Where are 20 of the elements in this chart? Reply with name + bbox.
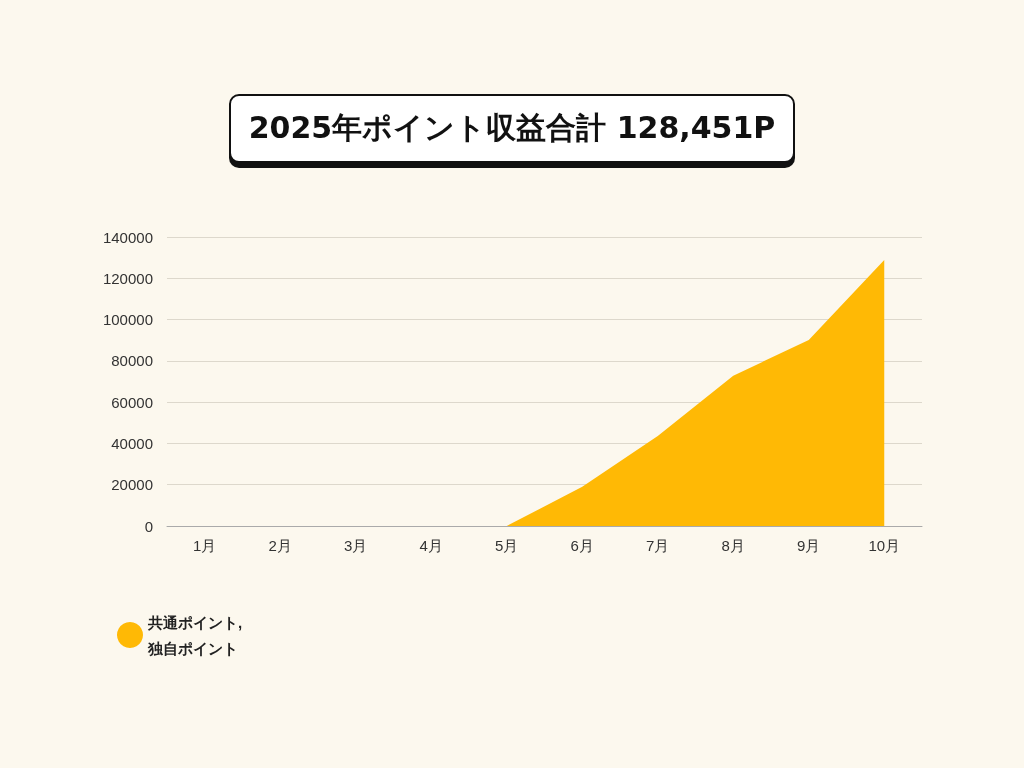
y-tick-label: 100000 (102, 311, 153, 329)
chart-title: 2025年ポイント収益合計 128,451P (228, 94, 796, 163)
x-tick-label: 6月 (570, 537, 594, 554)
legend-label: 共通ポイント, 独自ポイント (147, 613, 247, 657)
x-tick-label: 10月 (868, 537, 901, 554)
x-tick-label: 3月 (344, 537, 368, 554)
x-tick-label: 7月 (646, 537, 670, 554)
y-tick-label: 140000 (102, 228, 153, 246)
x-tick-label: 2月 (268, 537, 292, 554)
y-tick-label: 0 (144, 517, 153, 535)
y-tick-label: 120000 (102, 269, 153, 287)
x-tick-label: 1月 (193, 537, 217, 554)
x-tick-label: 8月 (721, 537, 745, 554)
x-tick-label: 4月 (419, 537, 443, 554)
y-tick-label: 80000 (111, 352, 153, 370)
y-tick-label: 40000 (111, 434, 153, 452)
y-tick-label: 20000 (111, 476, 153, 494)
x-tick-label: 5月 (495, 537, 519, 554)
y-tick-label: 60000 (111, 393, 153, 411)
x-tick-label: 9月 (797, 537, 821, 554)
